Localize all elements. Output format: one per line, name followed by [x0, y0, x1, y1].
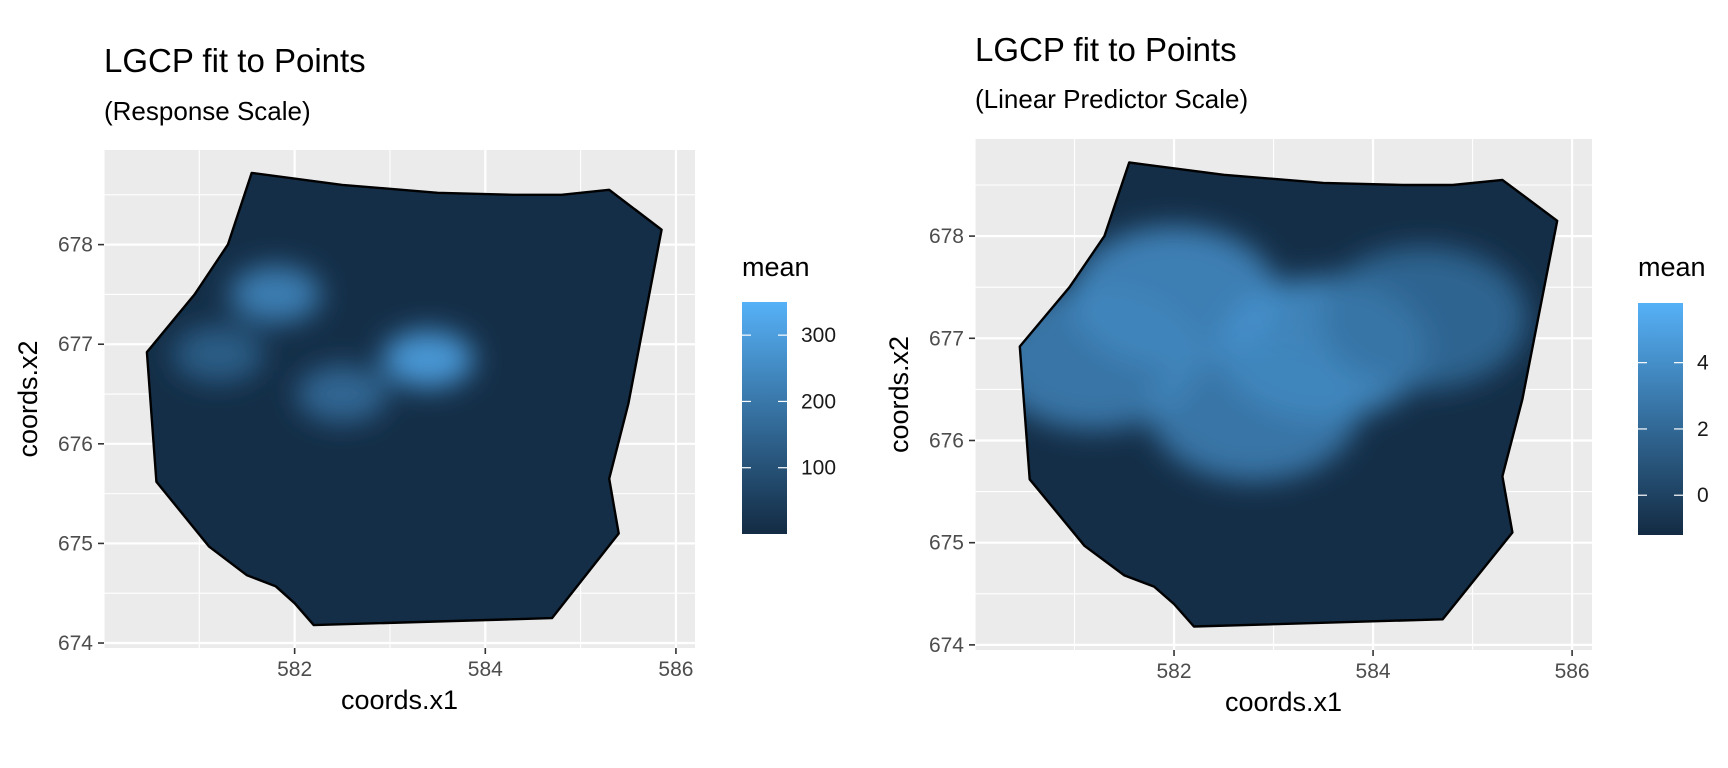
- y-tick-label: 678: [929, 225, 964, 248]
- chart-subtitle: (Response Scale): [104, 96, 311, 126]
- chart-title: LGCP fit to Points: [975, 31, 1237, 68]
- legend-colorbar: [742, 302, 787, 534]
- x-axis-title: coords.x1: [1225, 687, 1342, 717]
- y-tick-label: 676: [58, 433, 93, 456]
- x-tick-label: 582: [277, 658, 312, 681]
- x-tick-label: 584: [468, 658, 503, 681]
- y-tick-label: 677: [58, 333, 93, 356]
- x-tick-label: 586: [1555, 660, 1590, 683]
- legend: mean 0 2 4: [1638, 252, 1709, 535]
- chart-subtitle: (Linear Predictor Scale): [975, 84, 1248, 114]
- y-tick-label: 678: [58, 234, 93, 257]
- legend-tick-label: 0: [1697, 484, 1709, 507]
- y-tick-label: 676: [929, 429, 964, 452]
- legend-tick-label: 4: [1697, 352, 1709, 375]
- chart-panel-1: LGCP fit to Points (Response Scale) 582 584…: [13, 42, 836, 715]
- hotspot: [172, 325, 264, 383]
- legend-tick-label: 100: [801, 457, 836, 480]
- y-tick-label: 675: [929, 532, 964, 555]
- y-axis-title: coords.x2: [884, 336, 914, 453]
- legend-title: mean: [742, 252, 810, 282]
- hotspot: [229, 265, 322, 323]
- boundary-outline: [1018, 161, 1559, 628]
- x-tick-label: 586: [658, 658, 693, 681]
- boundary-outline: [145, 171, 663, 627]
- field-hotspots: [172, 265, 474, 423]
- legend-colorbar: [1638, 303, 1683, 535]
- hotspot: [1149, 338, 1359, 482]
- chart-title: LGCP fit to Points: [104, 42, 366, 79]
- x-tick-label: 582: [1157, 660, 1192, 683]
- legend-tick-label: 300: [801, 324, 836, 347]
- hotspot: [382, 330, 474, 388]
- y-tick-label: 677: [929, 327, 964, 350]
- legend-tick-label: 200: [801, 390, 836, 413]
- field-hotspots: [1019, 226, 1528, 482]
- legend-tick-label: 2: [1697, 418, 1709, 441]
- y-tick-label: 674: [929, 634, 964, 657]
- x-axis-title: coords.x1: [341, 685, 458, 715]
- legend: mean 100 200 300: [742, 252, 836, 534]
- hotspot: [1318, 246, 1528, 390]
- chart-panel-2: LGCP fit to Points (Linear Predictor Scal…: [884, 31, 1709, 717]
- intensity-field: [1019, 162, 1558, 627]
- y-tick-label: 675: [58, 532, 93, 555]
- hotspot: [1019, 287, 1199, 430]
- y-axis-title: coords.x2: [13, 340, 43, 457]
- legend-title: mean: [1638, 252, 1706, 282]
- y-tick-label: 674: [58, 632, 93, 655]
- x-tick-label: 584: [1356, 660, 1391, 683]
- intensity-field: [146, 172, 662, 626]
- hotspot: [296, 365, 388, 423]
